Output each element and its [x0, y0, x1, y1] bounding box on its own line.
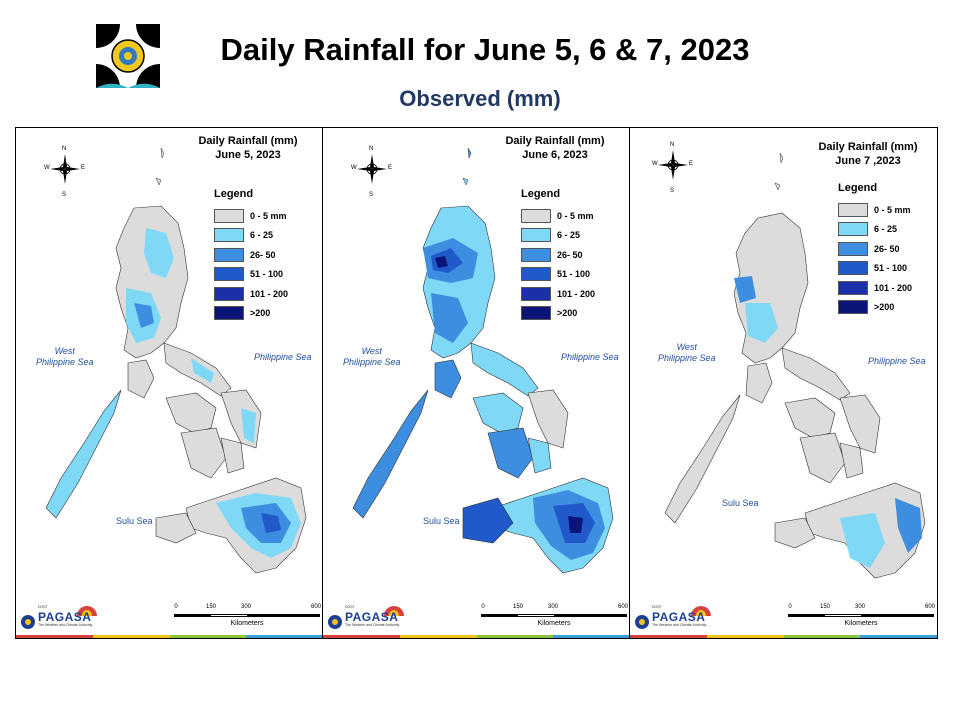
rainfall-map-june-5: N S W E Daily Rainfall (mm) June 5, 2023… [16, 128, 323, 638]
sulu-sea-label: Sulu Sea [116, 516, 153, 526]
pagasa-logo: DOST PAGASA The Weather and Climate Auth… [20, 604, 100, 634]
philippines-map [45, 147, 307, 574]
color-strip [16, 635, 322, 638]
scale-bar: 0 150 300 600 Kilometers [174, 604, 322, 627]
color-strip [630, 635, 937, 638]
rainfall-map-panels: N S W E Daily Rainfall (mm) June 5, 2023… [15, 127, 938, 639]
sulu-sea-label: Sulu Sea [423, 516, 460, 526]
west-philippine-sea-label: West Philippine Sea [658, 342, 716, 363]
philippine-sea-label: Philippine Sea [561, 352, 619, 362]
map-title: Daily Rainfall (mm) June 5, 2023 [198, 135, 298, 161]
color-strip [323, 635, 629, 638]
compass-rose-icon: N S W E [351, 146, 392, 198]
map-title: Daily Rainfall (mm) June 7 ,2023 [818, 141, 918, 167]
legend: Legend 0 - 5 mm 6 - 25 26- 50 51 - 100 1… [838, 182, 913, 315]
west-philippine-sea-label: West Philippine Sea [343, 346, 401, 367]
philippine-sea-label: Philippine Sea [254, 352, 312, 362]
west-philippine-sea-label: West Philippine Sea [36, 346, 94, 367]
pagasa-seal-logo [96, 24, 160, 88]
pagasa-logo: DOST PAGASA The Weather and Climate Auth… [634, 604, 714, 634]
rainfall-map-june-7: N S W E Daily Rainfall (mm) June 7 ,2023… [630, 128, 937, 638]
rainfall-map-june-6: N S W E Daily Rainfall (mm) June 6, 2023… [323, 128, 630, 638]
scale-bar: 0 150 300 600 Kilometers [788, 604, 936, 627]
legend: Legend 0 - 5 mm 6 - 25 26- 50 51 - 100 1… [521, 188, 596, 321]
scale-bar: 0 150 300 600 Kilometers [481, 604, 629, 627]
map-title: Daily Rainfall (mm) June 6, 2023 [505, 135, 605, 161]
philippines-map [352, 147, 614, 574]
page-subtitle: Observed (mm) [399, 86, 561, 111]
philippine-sea-label: Philippine Sea [868, 356, 926, 366]
page-title: Daily Rainfall for June 5, 6 & 7, 2023 [220, 32, 750, 67]
philippines-map [664, 152, 926, 579]
pagasa-logo: DOST PAGASA The Weather and Climate Auth… [327, 604, 407, 634]
compass-rose-icon: N S W E [652, 142, 693, 194]
compass-rose-icon: N S W E [44, 146, 85, 198]
legend: Legend 0 - 5 mm 6 - 25 26- 50 51 - 100 1… [214, 188, 289, 321]
sulu-sea-label: Sulu Sea [722, 498, 759, 508]
